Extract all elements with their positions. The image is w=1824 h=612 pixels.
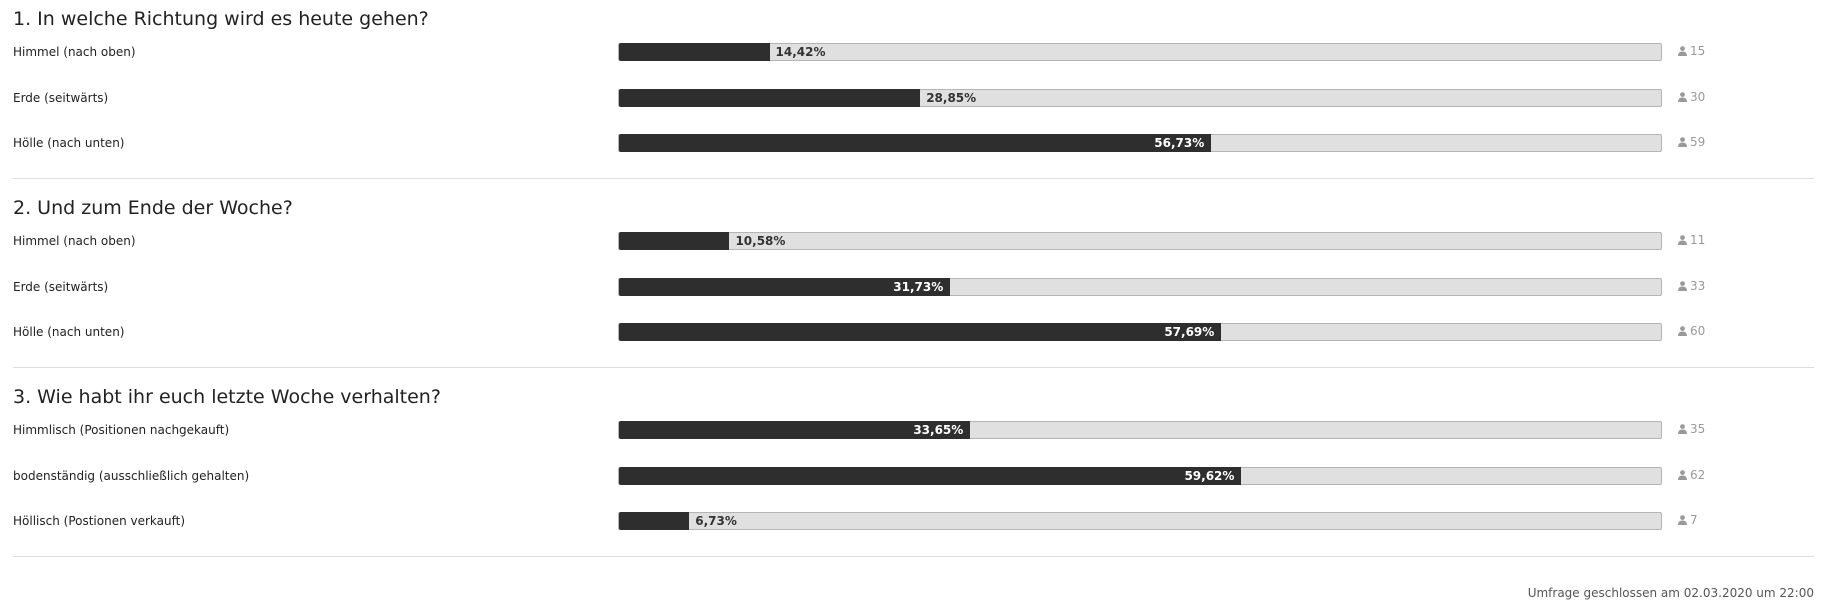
bar <box>619 232 730 250</box>
bar-track: 14,42% <box>618 43 1662 61</box>
percent-label: 57,69% <box>1164 325 1215 339</box>
separator <box>13 556 1814 557</box>
separator <box>13 367 1814 368</box>
bar <box>619 43 770 61</box>
vote-number: 62 <box>1690 468 1706 482</box>
vote-number: 59 <box>1690 135 1706 149</box>
option-label: Himmel (nach oben) <box>13 234 136 248</box>
bar-track: 6,73% <box>618 512 1662 530</box>
option-label: Höllisch (Postionen verkauft) <box>13 514 186 528</box>
vote-count: 62 <box>1678 467 1705 483</box>
vote-number: 60 <box>1690 324 1706 338</box>
vote-count: 30 <box>1678 89 1705 105</box>
bar <box>619 467 1242 485</box>
bar <box>619 512 690 530</box>
bar-track: 33,65% <box>618 421 1662 439</box>
vote-number: 11 <box>1690 233 1706 247</box>
vote-count: 7 <box>1678 512 1698 528</box>
percent-label: 10,58% <box>735 234 786 248</box>
person-icon <box>1678 515 1687 525</box>
percent-label: 56,73% <box>1154 136 1205 150</box>
question-title: 2. Und zum Ende der Woche? <box>13 197 293 219</box>
vote-number: 33 <box>1690 279 1706 293</box>
person-icon <box>1678 46 1687 56</box>
person-icon <box>1678 281 1687 291</box>
bar-track: 31,73% <box>618 278 1662 296</box>
bar-track: 59,62% <box>618 467 1662 485</box>
bar-track: 56,73% <box>618 134 1662 152</box>
vote-count: 15 <box>1678 43 1705 59</box>
bar <box>619 134 1212 152</box>
vote-number: 35 <box>1690 422 1706 436</box>
person-icon <box>1678 424 1687 434</box>
percent-label: 59,62% <box>1184 469 1235 483</box>
option-label: Hölle (nach unten) <box>13 325 125 339</box>
bar-track: 10,58% <box>618 232 1662 250</box>
bar-track: 57,69% <box>618 323 1662 341</box>
vote-count: 35 <box>1678 421 1705 437</box>
question-title: 3. Wie habt ihr euch letzte Woche verhal… <box>13 386 441 408</box>
percent-label: 28,85% <box>926 91 977 105</box>
person-icon <box>1678 137 1687 147</box>
vote-number: 30 <box>1690 90 1706 104</box>
person-icon <box>1678 235 1687 245</box>
percent-label: 6,73% <box>695 514 737 528</box>
option-label: bodenständig (ausschließlich gehalten) <box>13 469 250 483</box>
bar <box>619 89 921 107</box>
vote-number: 15 <box>1690 44 1706 58</box>
person-icon <box>1678 470 1687 480</box>
vote-count: 60 <box>1678 323 1705 339</box>
option-label: Erde (seitwärts) <box>13 91 109 105</box>
percent-label: 33,65% <box>913 423 964 437</box>
person-icon <box>1678 92 1687 102</box>
bar-track: 28,85% <box>618 89 1662 107</box>
vote-number: 7 <box>1690 513 1698 527</box>
separator <box>13 178 1814 179</box>
footer: Umfrage geschlossen am 02.03.2020 um 22:… <box>1527 586 1814 600</box>
vote-count: 11 <box>1678 232 1705 248</box>
option-label: Erde (seitwärts) <box>13 280 109 294</box>
percent-label: 31,73% <box>893 280 944 294</box>
vote-count: 59 <box>1678 134 1705 150</box>
option-label: Himmel (nach oben) <box>13 45 136 59</box>
option-label: Himmlisch (Positionen nachgekauft) <box>13 423 230 437</box>
bar <box>619 323 1222 341</box>
percent-label: 14,42% <box>775 45 826 59</box>
bar <box>619 421 971 439</box>
option-label: Hölle (nach unten) <box>13 136 125 150</box>
person-icon <box>1678 326 1687 336</box>
bar <box>619 278 951 296</box>
vote-count: 33 <box>1678 278 1705 294</box>
question-title: 1. In welche Richtung wird es heute gehe… <box>13 8 429 30</box>
